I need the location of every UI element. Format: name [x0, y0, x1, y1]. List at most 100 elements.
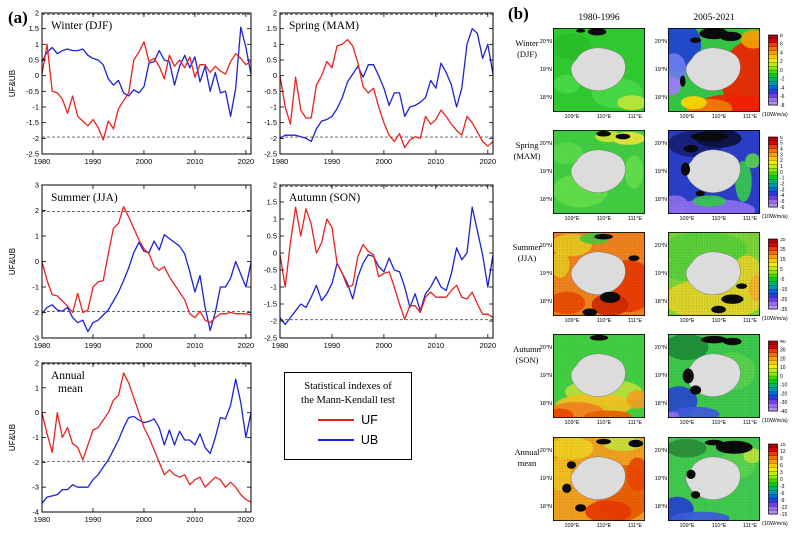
svg-text:-2.5: -2.5: [26, 150, 39, 159]
svg-text:1990: 1990: [324, 157, 341, 166]
lon-tick-label: 109°E: [679, 523, 695, 529]
map: [668, 334, 760, 418]
legend-title-line1: Statistical indexes of: [304, 381, 392, 392]
lat-tick-label: 19°N: [539, 169, 552, 175]
colorbar-tick-label: -2: [780, 181, 785, 187]
map: [553, 334, 645, 418]
lon-tick-label: 110°E: [711, 318, 727, 324]
colorbar-tick-label: 6: [780, 42, 783, 48]
y-axis-label: UF&UB: [8, 70, 17, 97]
colorbar-tick-label: 5: [780, 267, 783, 273]
svg-text:1980: 1980: [34, 341, 51, 350]
lat-tick-label: 18°N: [654, 401, 667, 407]
colorbar-tick-label: 8: [780, 34, 783, 39]
island-shape: [685, 251, 741, 295]
colorbar-tick-label: -35: [780, 307, 787, 313]
svg-text:1990: 1990: [85, 157, 102, 166]
svg-text:2: 2: [273, 9, 277, 18]
lat-tick-label: 19°N: [539, 271, 552, 277]
colorbar-tick-label: -10: [780, 383, 787, 389]
svg-text:-2: -2: [32, 134, 39, 143]
column-title-2005-2021: 2005-2021: [693, 13, 735, 23]
lat-tick-label: 19°N: [654, 169, 667, 175]
svg-text:2020: 2020: [479, 157, 496, 166]
colorbar-tick-label: 0: [780, 477, 783, 483]
svg-text:2000: 2000: [376, 157, 393, 166]
map: [668, 232, 760, 316]
lon-tick-label: 111°E: [627, 114, 643, 120]
map: [668, 437, 760, 521]
colorbar-tick-label: 5: [780, 141, 783, 147]
chart-summer: 3 2 1 0 -1 -2 -3 1980 1990 2000 2010 2020 Summer (JJ…: [6, 180, 256, 356]
ub-line-swatch: [317, 439, 354, 442]
lat-tick-label: 19°N: [539, 373, 552, 379]
island-shape: [570, 353, 626, 397]
svg-text:-2: -2: [32, 308, 39, 317]
lat-tick-label: 20°N: [539, 243, 552, 249]
ub-label: UB: [360, 433, 379, 448]
ub-line: [279, 206, 494, 326]
colorbar: 35 25 15 5 -5 -15 -25 -35: [768, 238, 787, 313]
svg-text:1.5: 1.5: [267, 198, 277, 207]
colorbar-tick-label: -3: [780, 187, 785, 193]
ub-line: [41, 378, 252, 504]
chart-title: Winter (DJF): [51, 20, 112, 32]
svg-text:-3: -3: [32, 334, 39, 343]
legend-box: Statistical indexes of the Mann-Kendall …: [284, 372, 412, 460]
colorbar-tick-label: -6: [780, 94, 785, 100]
colorbar-tick-label: 12: [780, 449, 786, 455]
colorbar-tick-label: 20: [780, 356, 786, 362]
map-row-label: Winter (DJF): [515, 38, 539, 59]
colorbar-tick-label: -20: [780, 391, 787, 397]
svg-text:2000: 2000: [136, 157, 153, 166]
lon-tick-label: 110°E: [596, 523, 612, 529]
lat-tick-label: 19°N: [539, 67, 552, 73]
island-shape: [570, 149, 626, 193]
chart-title: Spring (MAM): [289, 20, 359, 32]
legend-item-uf: UF: [285, 413, 411, 427]
map-row-label: Summer (JJA): [512, 242, 542, 263]
lon-tick-label: 110°E: [711, 216, 727, 222]
colorbar-tick-label: 10: [780, 365, 786, 371]
lon-tick-label: 110°E: [596, 318, 612, 324]
lat-tick-label: 18°N: [654, 95, 667, 101]
svg-text:-2: -2: [32, 458, 39, 467]
colorbar-tick-label: 2: [780, 59, 783, 65]
svg-text:1990: 1990: [324, 341, 341, 350]
lat-tick-label: 20°N: [654, 448, 667, 454]
lon-tick-label: 110°E: [711, 523, 727, 529]
lon-tick-label: 109°E: [679, 420, 695, 426]
lon-tick-label: 110°E: [596, 114, 612, 120]
colorbar-tick-label: 9: [780, 456, 783, 462]
svg-text:2010: 2010: [428, 341, 445, 350]
colorbar: 40 30 20 10 0 -10 -20 -30 -40: [768, 340, 787, 415]
colorbar-tick-label: 25: [780, 247, 786, 253]
svg-text:1980: 1980: [272, 157, 289, 166]
map: [553, 437, 645, 521]
svg-text:3: 3: [35, 181, 39, 190]
map: [668, 130, 760, 214]
lon-tick-label: 110°E: [711, 420, 727, 426]
lon-tick-label: 109°E: [564, 216, 580, 222]
lon-tick-label: 109°E: [679, 216, 695, 222]
lat-tick-label: 19°N: [539, 476, 552, 482]
lon-tick-label: 109°E: [564, 318, 580, 324]
colorbar-tick-label: -4: [780, 85, 785, 91]
lat-tick-label: 20°N: [539, 345, 552, 351]
chart-title: Autumn (SON): [289, 192, 360, 204]
svg-text:-2: -2: [270, 317, 277, 326]
svg-text:-1.5: -1.5: [264, 300, 277, 309]
colorbar-tick-label: -3: [780, 484, 785, 490]
svg-text:2020: 2020: [238, 157, 255, 166]
svg-text:-2.5: -2.5: [264, 334, 277, 343]
svg-text:2: 2: [35, 9, 39, 18]
svg-text:-1: -1: [270, 103, 277, 112]
lat-tick-label: 20°N: [654, 243, 667, 249]
colorbar-tick-label: 3: [780, 470, 783, 476]
lat-tick-label: 18°N: [539, 299, 552, 305]
colorbar-tick-label: 6: [780, 463, 783, 469]
svg-text:0.5: 0.5: [267, 232, 277, 241]
map-row-label: Annual mean: [514, 447, 540, 468]
